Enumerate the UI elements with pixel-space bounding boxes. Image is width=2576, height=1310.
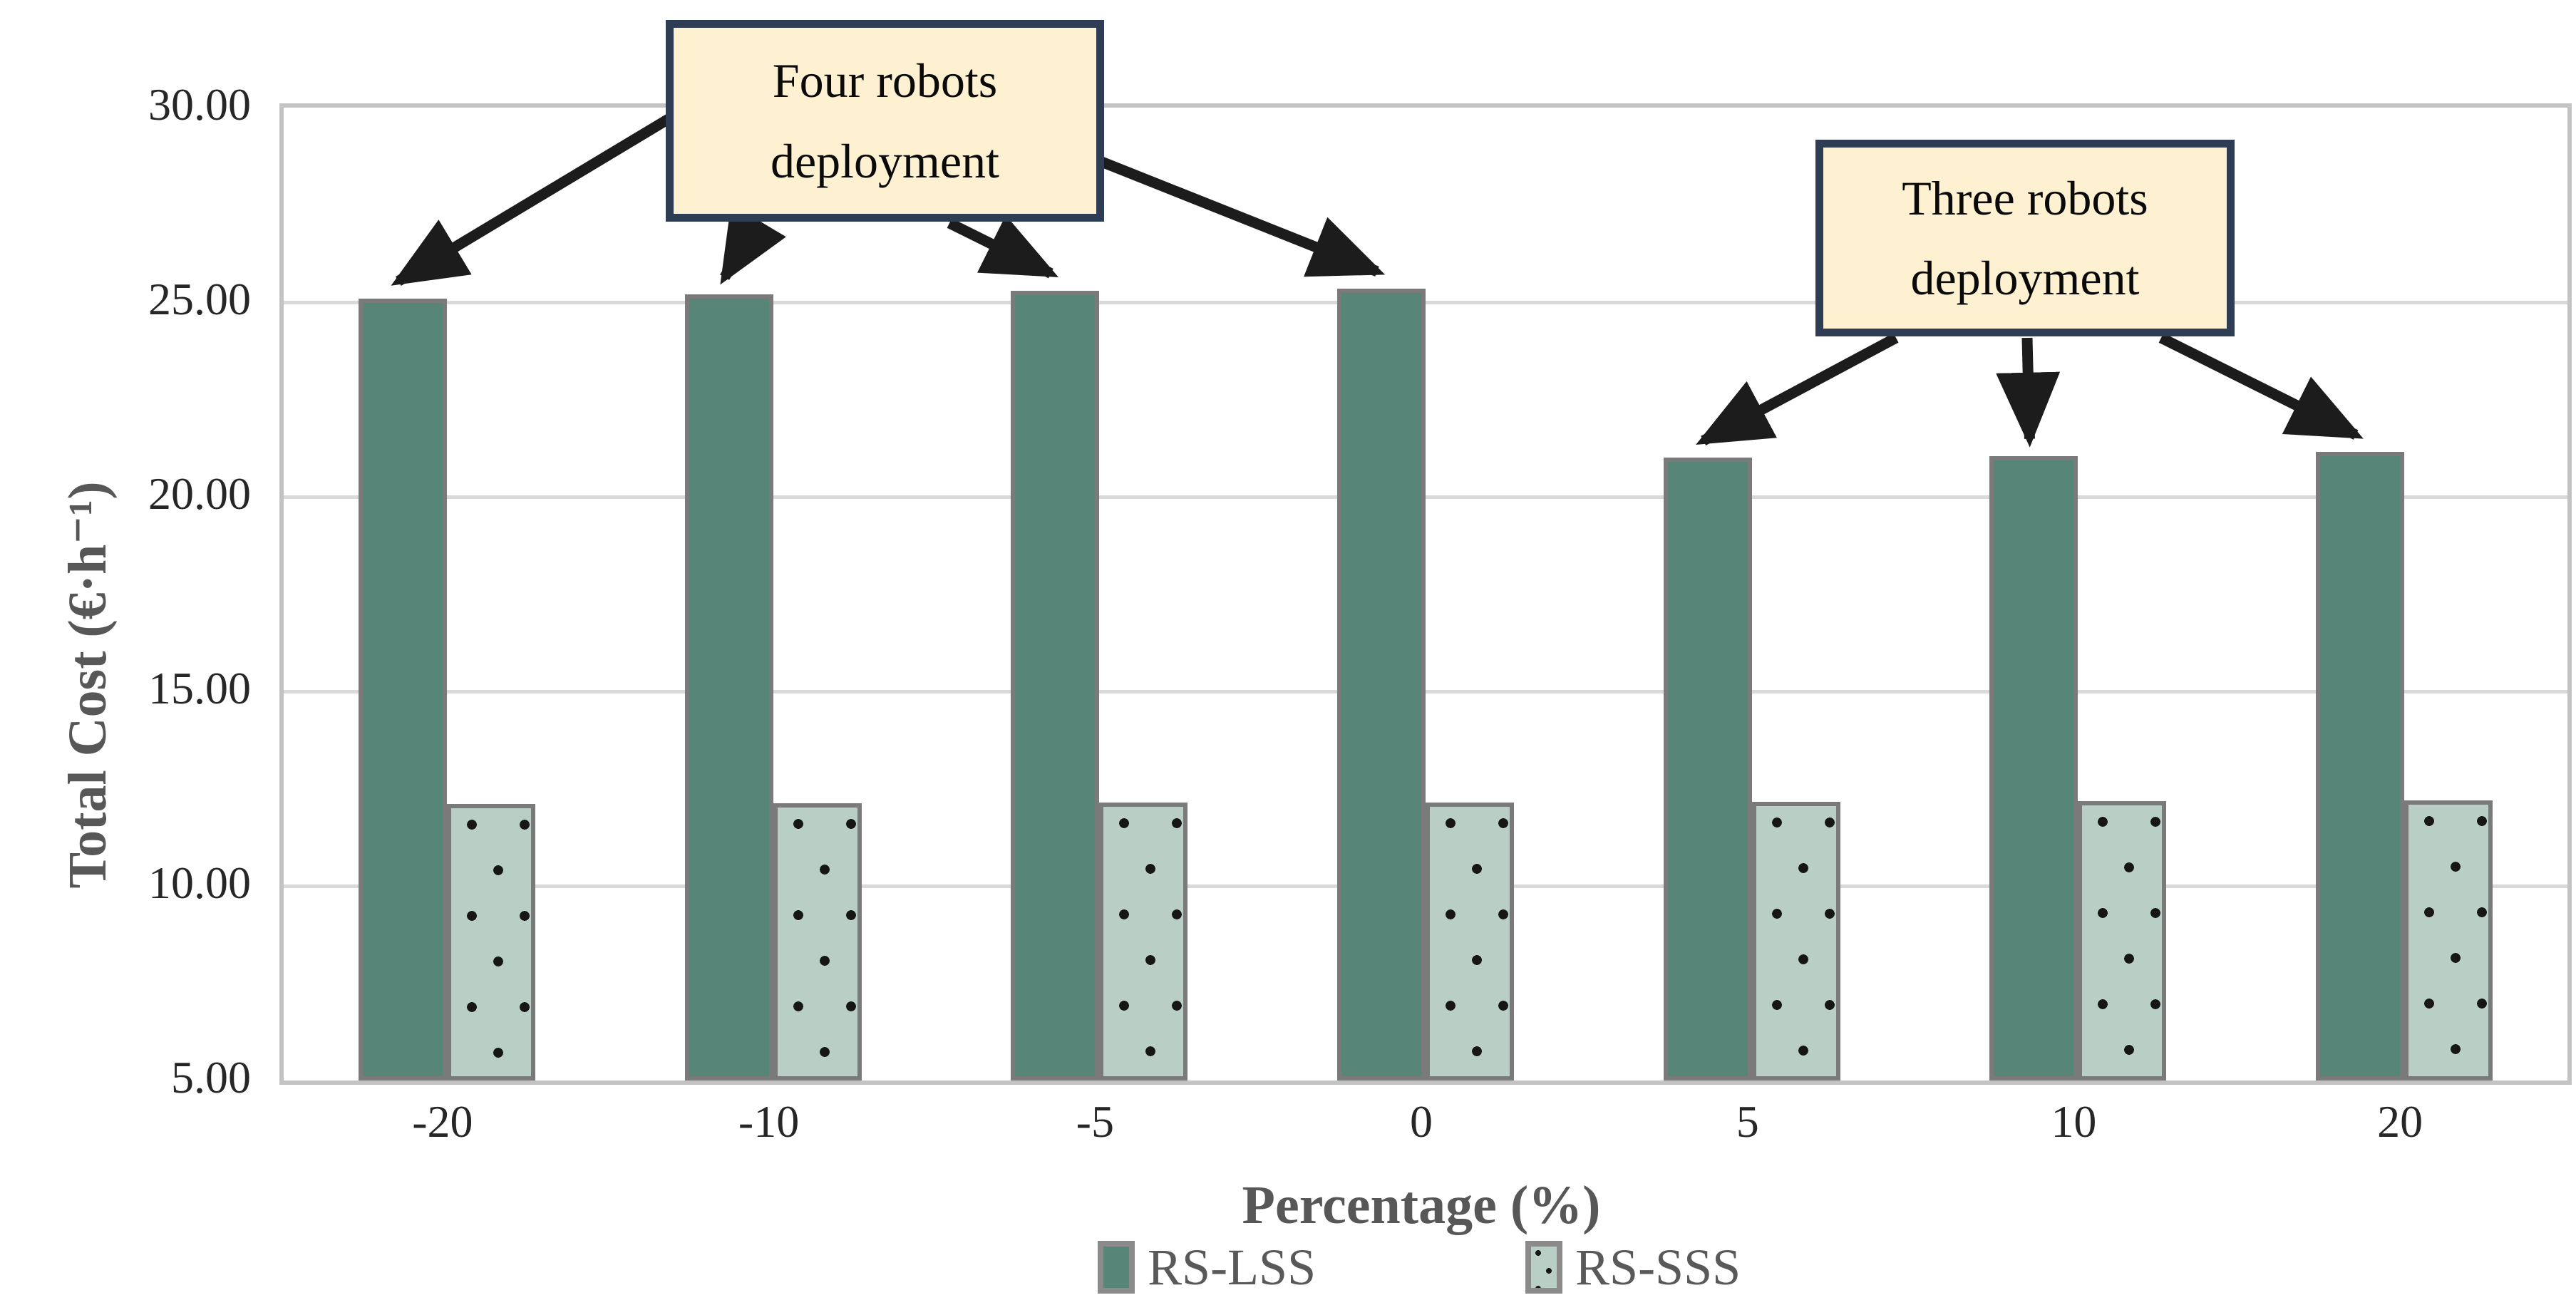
bar-rs-sss-5 — [1751, 802, 1840, 1081]
gridline-15 — [284, 690, 2567, 693]
gridline-25 — [284, 301, 2567, 304]
arrow-three-robots-to-10 — [1996, 337, 2061, 448]
arrow-three-robots-to-20 — [2158, 333, 2364, 440]
x-tick--5: -5 — [1076, 1096, 1114, 1147]
legend-label-rs-lss: RS-LSS — [1148, 1239, 1317, 1296]
y-tick-25.00: 25.00 — [148, 274, 251, 324]
y-tick-30.00: 30.00 — [148, 79, 251, 130]
arrow-four-robots-to--20 — [391, 110, 677, 286]
bar-rs-sss-20 — [2404, 800, 2493, 1081]
legend-entry-rs-lss: RS-LSS — [1098, 1239, 1316, 1296]
arrow-four-robots-to-0 — [1098, 156, 1386, 277]
arrow-three-robots-to-5 — [1696, 333, 1899, 446]
arrow-four-robots-to--5 — [947, 215, 1059, 279]
legend-label-rs-sss: RS-SSS — [1575, 1239, 1741, 1296]
x-tick--10: -10 — [738, 1096, 800, 1147]
annotation-three-robots-deployment: Three robots deployment — [1815, 140, 2235, 336]
bar-rs-sss--20 — [446, 804, 535, 1081]
bar-rs-lss--20 — [358, 298, 447, 1081]
y-tick-5.00: 5.00 — [171, 1052, 251, 1103]
bar-rs-lss--5 — [1011, 290, 1100, 1081]
legend-entry-rs-sss: RS-SSS — [1525, 1239, 1741, 1296]
bar-rs-lss-10 — [1989, 455, 2078, 1081]
bar-rs-sss--5 — [1099, 803, 1188, 1081]
x-tick--20: -20 — [412, 1096, 473, 1147]
x-tick-0: 0 — [1410, 1096, 1433, 1147]
y-tick-10.00: 10.00 — [148, 857, 251, 908]
x-tick-10: 10 — [2051, 1096, 2097, 1147]
y-tick-15.00: 15.00 — [148, 663, 251, 713]
arrow-four-robots-to--10 — [720, 204, 786, 285]
x-axis-title: Percentage (%) — [1242, 1175, 1601, 1235]
bar-rs-lss-0 — [1337, 288, 1426, 1081]
bar-rs-lss-5 — [1663, 458, 1752, 1081]
gridline-20 — [284, 495, 2567, 499]
annotation-four-robots-deployment: Four robots deployment — [666, 20, 1104, 222]
legend-swatch-rs-lss-icon — [1098, 1241, 1135, 1294]
bar-rs-sss-0 — [1426, 802, 1514, 1081]
bar-rs-sss-10 — [2078, 800, 2167, 1081]
bar-rs-lss--10 — [684, 294, 773, 1081]
bar-rs-sss--10 — [773, 803, 862, 1081]
bar-rs-lss-20 — [2316, 452, 2405, 1081]
y-tick-20.00: 20.00 — [148, 468, 251, 519]
x-tick-20: 20 — [2377, 1096, 2423, 1147]
x-tick-5: 5 — [1736, 1096, 1759, 1147]
legend-swatch-rs-sss-icon — [1525, 1241, 1562, 1294]
